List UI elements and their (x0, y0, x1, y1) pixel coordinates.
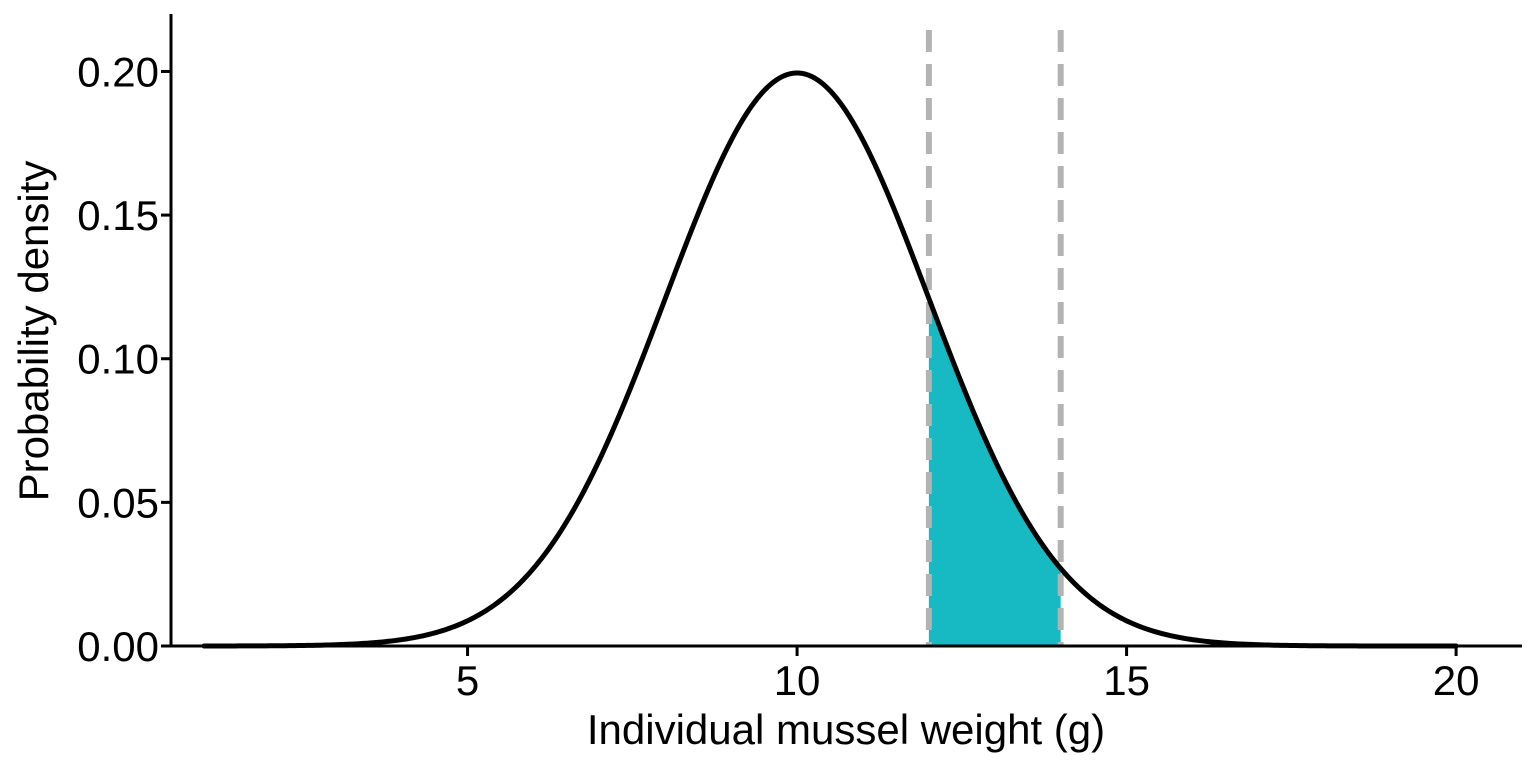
y-tick-label-0.20: 0.20 (77, 48, 159, 95)
density-curve-layer (201, 70, 1459, 649)
y-axis-title: Probability density (10, 161, 57, 502)
x-tick-label-5: 5 (456, 657, 479, 704)
labels-layer: Individual mussel weight (g) Probability… (10, 161, 1105, 753)
x-tick-label-20: 20 (1433, 657, 1480, 704)
reference-lines-layer (925, 30, 1064, 646)
x-tick-label-10: 10 (774, 657, 821, 704)
y-tick-label-0.05: 0.05 (77, 479, 159, 526)
axes-layer: 5 10 15 20 0.00 0.05 0.10 0.15 0.20 (77, 14, 1522, 704)
x-tick-label-15: 15 (1103, 657, 1150, 704)
y-tick-label-0.15: 0.15 (77, 192, 159, 239)
y-tick-label-0.00: 0.00 (77, 623, 159, 670)
density-curve (201, 70, 1459, 649)
x-axis-title: Individual mussel weight (g) (587, 706, 1105, 753)
y-tick-label-0.10: 0.10 (77, 336, 159, 383)
